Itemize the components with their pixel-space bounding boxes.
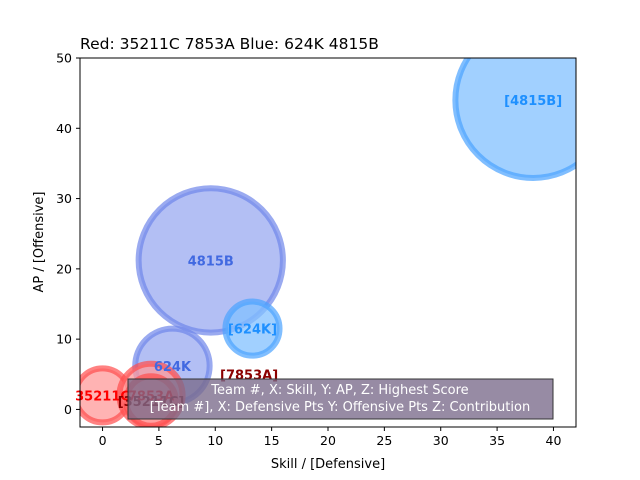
- point-label-4815b: 4815B: [188, 254, 234, 269]
- x-tick-label: 0: [99, 433, 107, 448]
- x-axis-label: Skill / [Defensive]: [271, 457, 385, 472]
- y-axis-label: AP / [Offensive]: [32, 191, 47, 292]
- y-tick-label: 30: [56, 191, 72, 206]
- x-tick-label: 15: [264, 433, 280, 448]
- bubble-4815b: [452, 58, 576, 181]
- point-label-4815b: [4815B]: [504, 94, 562, 109]
- y-tick-label: 50: [56, 51, 72, 66]
- bubble-624k: [222, 298, 283, 359]
- point-label-624k: 624K: [154, 360, 192, 375]
- y-tick-label: 0: [64, 402, 72, 417]
- y-tick-label: 10: [56, 332, 72, 347]
- x-tick-label: 30: [433, 433, 449, 448]
- point-label-624k: [624K]: [228, 323, 277, 338]
- x-tick-label: 20: [320, 433, 336, 448]
- y-tick-label: 40: [56, 121, 72, 136]
- annotation-background: [127, 378, 554, 420]
- y-tick-label: 20: [56, 261, 72, 276]
- annotation-line: [Team #], X: Defensive Pts Y: Offensive …: [150, 400, 530, 415]
- x-tick-label: 35: [489, 433, 505, 448]
- point-label-35211c: 35211C: [75, 389, 130, 404]
- chart-title: Red: 35211C 7853A Blue: 624K 4815B: [80, 35, 379, 53]
- annotation-box: Team #, X: Skill, Y: AP, Z: Highest Scor…: [127, 378, 554, 420]
- x-tick-label: 25: [376, 433, 392, 448]
- annotation-line: Team #, X: Skill, Y: AP, Z: Highest Scor…: [210, 383, 468, 398]
- x-tick-label: 40: [546, 433, 562, 448]
- x-tick-label: 10: [207, 433, 223, 448]
- bubble-4815b: [135, 185, 286, 336]
- y-axis: 0 10 20 30 40 50: [56, 51, 80, 417]
- x-axis: 0 5 10 15 20 25 30 35 40: [99, 427, 562, 448]
- x-tick-label: 5: [155, 433, 163, 448]
